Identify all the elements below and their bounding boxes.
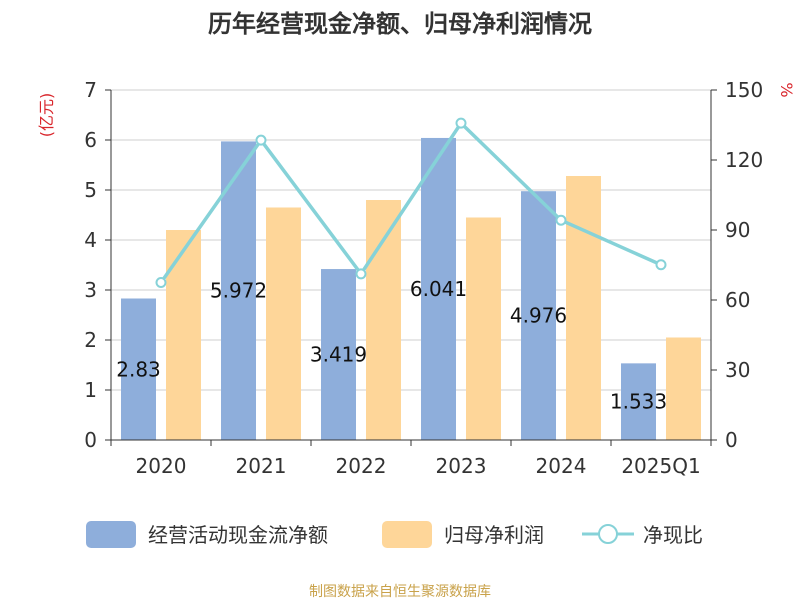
legend-swatch-ratio-marker <box>598 524 618 544</box>
left-tick-label: 2 <box>84 328 97 352</box>
legend-label-ratio: 净现比 <box>643 523 703 547</box>
legend-label-cash-flow: 经营活动现金流净额 <box>148 523 328 547</box>
cash-flow-value-label: 1.533 <box>610 390 667 414</box>
x-tick-label: 2025Q1 <box>621 454 700 478</box>
cash-flow-bar <box>321 269 356 440</box>
left-tick-label: 6 <box>84 128 97 152</box>
net-profit-bar <box>566 176 601 440</box>
source-note: 制图数据来自恒生聚源数据库 <box>309 584 491 600</box>
net-profit-bar <box>266 207 301 440</box>
bars-layer <box>121 137 701 440</box>
left-tick-label: 5 <box>84 178 97 202</box>
left-tick-label: 1 <box>84 378 97 402</box>
right-tick-label: 150 <box>725 78 763 102</box>
x-tick-label: 2021 <box>236 454 287 478</box>
ratio-line-layer <box>155 117 667 288</box>
ratio-point <box>355 268 367 280</box>
cash-flow-bar <box>121 298 156 440</box>
x-tick-label: 2022 <box>336 454 387 478</box>
legend: 经营活动现金流净额 归母净利润 净现比 <box>86 521 703 548</box>
right-tick-label: 0 <box>725 428 738 452</box>
left-tick-label: 3 <box>84 278 97 302</box>
cash-flow-bar <box>621 363 656 440</box>
x-tick-label: 2020 <box>136 454 187 478</box>
right-tick-label: 30 <box>725 358 750 382</box>
cash-flow-value-label: 4.976 <box>510 304 567 328</box>
left-axis: 0 1 2 3 4 5 6 7 <box>84 78 112 452</box>
left-tick-label: 7 <box>84 78 97 102</box>
cash-flow-value-label: 6.041 <box>410 277 467 301</box>
cash-flow-value-label: 5.972 <box>210 279 267 303</box>
net-profit-bar <box>166 230 201 440</box>
legend-swatch-net-profit <box>382 521 432 548</box>
cash-flow-value-label: 3.419 <box>310 343 367 367</box>
ratio-point <box>655 259 667 271</box>
ratio-point <box>155 277 167 288</box>
legend-label-net-profit: 归母净利润 <box>444 523 544 547</box>
cash-flow-value-label: 2.83 <box>116 357 161 381</box>
x-tick-label: 2023 <box>436 454 487 478</box>
right-axis: 0 30 60 90 120 150 <box>710 78 763 452</box>
data-labels-layer: 2.83 5.972 3.419 6.041 4.976 1.533 <box>116 277 667 414</box>
left-axis-unit: (亿元) <box>37 93 56 138</box>
right-tick-label: 60 <box>725 288 750 312</box>
legend-swatch-cash-flow <box>86 521 136 548</box>
left-tick-label: 0 <box>84 428 97 452</box>
left-tick-label: 4 <box>84 228 97 252</box>
chart-title: 历年经营现金净额、归母净利润情况 <box>208 10 592 38</box>
ratio-point <box>255 134 267 146</box>
cash-flow-bar <box>421 137 456 440</box>
ratio-point <box>455 117 467 129</box>
net-profit-bar <box>466 217 501 440</box>
x-tick-label: 2024 <box>536 454 587 478</box>
ratio-line <box>159 121 662 284</box>
net-profit-bar <box>666 337 701 440</box>
ratio-point <box>555 214 567 226</box>
grid-lines <box>111 89 711 391</box>
x-axis: 2020 2021 2022 2023 2024 2025Q1 <box>110 439 712 478</box>
cash-flow-bar <box>521 191 556 440</box>
right-tick-label: 90 <box>725 218 750 242</box>
right-tick-label: 120 <box>725 148 763 172</box>
net-profit-bar <box>366 200 401 440</box>
right-axis-unit: % <box>777 82 796 97</box>
